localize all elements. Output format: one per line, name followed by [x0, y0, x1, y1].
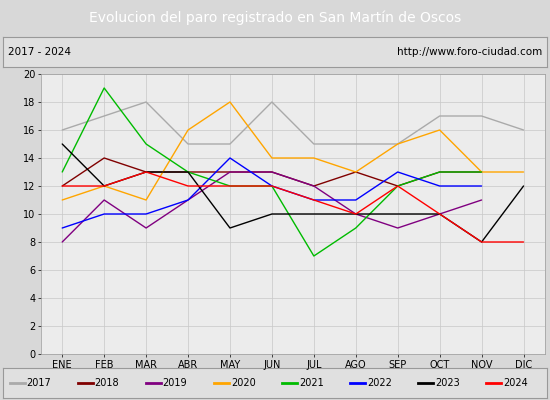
- Text: 2024: 2024: [503, 378, 528, 388]
- Text: 2019: 2019: [163, 378, 188, 388]
- Text: 2017: 2017: [26, 378, 51, 388]
- Text: http://www.foro-ciudad.com: http://www.foro-ciudad.com: [397, 47, 542, 57]
- Text: 2022: 2022: [367, 378, 392, 388]
- Text: Evolucion del paro registrado en San Martín de Oscos: Evolucion del paro registrado en San Mar…: [89, 10, 461, 25]
- Text: 2020: 2020: [231, 378, 256, 388]
- Text: 2018: 2018: [95, 378, 119, 388]
- Text: 2017 - 2024: 2017 - 2024: [8, 47, 71, 57]
- Text: 2023: 2023: [435, 378, 460, 388]
- Text: 2021: 2021: [299, 378, 323, 388]
